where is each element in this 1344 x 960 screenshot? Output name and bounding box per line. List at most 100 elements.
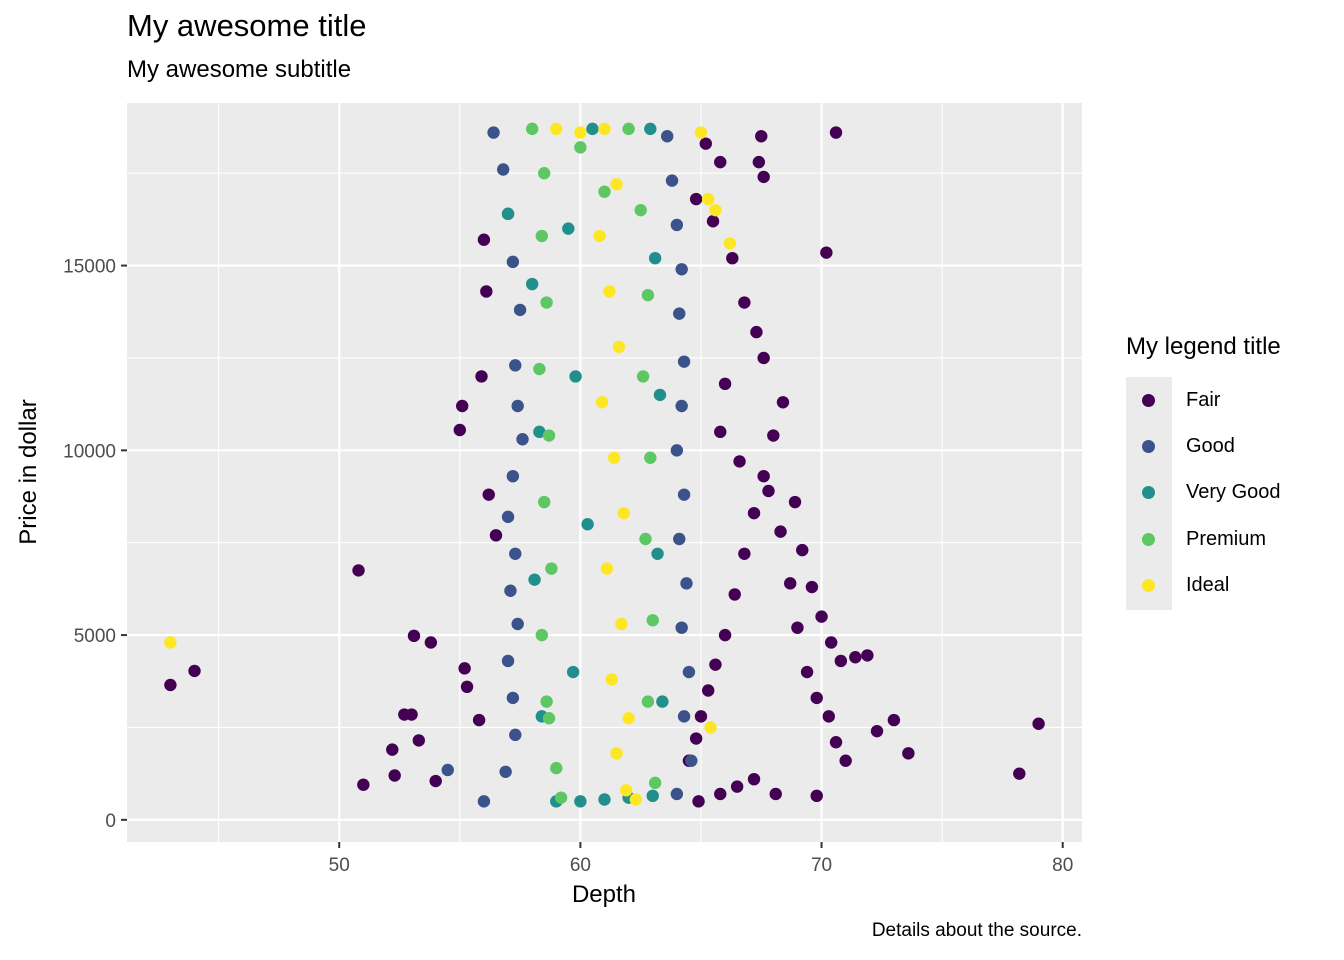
data-point-ideal [607,451,621,464]
data-point-fair [424,636,438,649]
data-point-good [509,359,522,372]
data-point-good [477,795,491,808]
data-point-premium [542,429,556,442]
legend-swatch-premium [1142,532,1155,546]
data-point-fair [774,525,787,538]
y-axis-label: Price in dollar [15,399,42,544]
data-point-premium [636,370,650,383]
data-point-ideal [598,122,611,136]
data-point-very-good [581,518,594,531]
data-point-good [501,654,515,668]
data-point-fair [714,425,727,439]
data-point-good [509,728,522,742]
legend: My legend title Fair Good Very Good Prem… [1126,333,1281,610]
data-point-ideal [595,396,609,409]
legend-item-very-good: Very Good [1126,469,1281,515]
data-point-premium [538,167,551,180]
data-point-good [487,126,500,139]
data-point-fair [788,495,802,509]
legend-swatch-ideal [1142,578,1155,592]
data-point-good [682,665,696,679]
data-point-ideal [600,562,614,575]
data-point-very-good [574,795,587,808]
data-point-fair [738,296,751,309]
data-point-good [670,787,684,801]
data-point-very-good [648,251,662,265]
minor-gridlines [127,103,1082,842]
data-point-fair [689,732,703,745]
data-point-fair [188,664,201,678]
data-point-premium [622,122,635,136]
data-point-premium [641,695,655,708]
data-point-good [509,547,522,560]
data-point-good [501,510,515,524]
data-point-good [499,765,512,778]
data-point-fair [820,246,833,259]
legend-swatch-fair [1142,393,1155,407]
data-point-good [513,303,527,317]
data-point-good [677,710,691,723]
chart-subtitle: My awesome subtitle [127,56,352,83]
data-point-fair [810,691,823,705]
data-point-fair [861,649,874,662]
data-point-ideal [164,636,177,649]
data-point-fair [829,126,843,139]
data-point-premium [535,229,548,243]
data-point-premium [641,288,655,302]
data-point-fair [829,736,843,749]
data-point-fair [815,610,828,623]
data-point-fair [800,665,814,679]
data-point-good [441,763,454,777]
legend-title: My legend title [1126,333,1281,360]
x-tick-label: 60 [570,855,591,876]
data-point-fair [839,754,852,767]
data-point-premium [644,451,657,464]
data-point-fair [489,529,503,542]
data-point-fair [1032,717,1045,730]
data-point-fair [762,484,775,498]
data-point-good [675,263,688,276]
data-point-fair [757,351,770,365]
data-point-fair [357,778,370,791]
data-point-good [504,584,517,597]
data-point-fair [412,734,426,747]
legend-label-good: Good [1186,434,1235,457]
data-point-good [680,577,693,590]
legend-item-fair: Fair [1126,377,1220,423]
data-points [164,122,1045,808]
data-point-ideal [629,793,643,806]
data-point-good [685,754,698,767]
data-point-fair [388,769,401,782]
data-point-premium [634,203,647,217]
y-tick-label: 15000 [63,257,116,278]
data-point-very-good [528,573,541,586]
data-point-good [661,130,674,143]
data-point-fair [456,399,469,413]
caption: Details about the source. [871,920,1082,941]
x-axis-label: Depth [572,881,636,908]
data-point-premium [538,495,551,509]
data-point-good [670,444,684,457]
data-point-fair [834,654,848,668]
data-point-good [511,399,524,413]
data-point-very-good [586,122,599,136]
data-point-fair [747,506,761,520]
data-point-fair [824,636,838,649]
data-point-fair [405,708,418,721]
data-point-fair [730,780,744,793]
x-tick-label: 70 [811,855,832,876]
data-point-fair [767,429,780,442]
data-point-fair [747,772,761,786]
plot-panel [127,103,1082,842]
data-point-ideal [709,203,722,217]
data-point-fair [902,747,915,760]
data-point-fair [482,488,495,501]
data-point-ideal [603,285,616,298]
data-point-ideal [723,237,737,250]
data-point-fair [386,743,399,756]
data-point-fair [477,233,491,246]
data-point-fair [453,423,467,437]
data-point-very-good [644,122,657,136]
data-point-ideal [610,747,623,760]
data-point-premium [533,362,546,376]
